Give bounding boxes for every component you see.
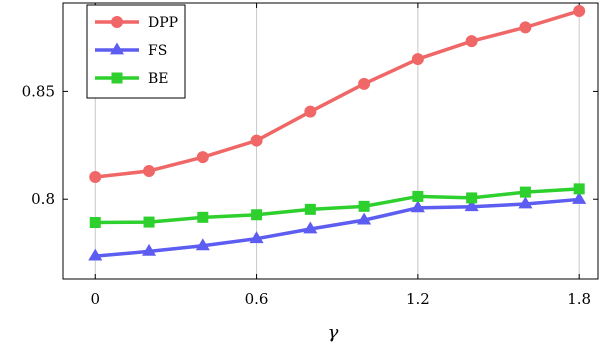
data-point-dpp xyxy=(411,53,424,66)
data-point-be xyxy=(412,190,424,202)
legend: DPP FS BE xyxy=(86,4,186,99)
data-point-fs xyxy=(195,238,210,251)
x-tick-labels: 0 0.6 1.2 1.8 xyxy=(90,290,591,308)
series-dpp xyxy=(89,4,586,184)
data-point-be xyxy=(304,203,316,215)
legend-label: BE xyxy=(148,71,169,87)
x-axis-title: γ xyxy=(328,322,339,343)
data-point-be xyxy=(251,209,263,221)
data-point-fs xyxy=(518,196,533,209)
legend-label: FS xyxy=(148,43,167,59)
data-point-dpp xyxy=(250,134,263,147)
data-point-dpp xyxy=(465,35,478,48)
legend-label: DPP xyxy=(148,15,178,31)
legend-entry-dpp: DPP xyxy=(95,15,178,31)
data-point-dpp xyxy=(89,171,102,184)
data-point-be xyxy=(466,192,478,204)
legend-entries: DPP FS BE xyxy=(95,15,178,87)
series-line-be xyxy=(95,187,580,225)
y-tick-label: 0.8 xyxy=(31,190,55,208)
data-point-fs xyxy=(249,231,264,244)
data-point-fs xyxy=(464,199,479,212)
data-point-fs xyxy=(357,212,372,225)
data-point-be xyxy=(358,200,370,212)
data-point-fs xyxy=(572,191,587,204)
data-point-dpp xyxy=(573,4,586,17)
y-tick-labels: 0.8 0.85 xyxy=(22,82,55,208)
data-point-dpp xyxy=(519,21,532,34)
series-be xyxy=(89,183,585,229)
data-point-fs xyxy=(410,200,425,213)
data-point-fs xyxy=(141,243,157,256)
legend-marker-fs xyxy=(109,42,125,55)
series-line-dpp xyxy=(95,9,580,179)
legend-marker-dpp xyxy=(111,16,123,28)
axis-ticks xyxy=(63,3,598,279)
data-point-dpp xyxy=(358,77,371,90)
data-point-dpp xyxy=(196,151,209,164)
data-point-dpp xyxy=(143,164,156,177)
x-tick-label: 1.8 xyxy=(567,290,591,308)
y-tick-label: 0.85 xyxy=(22,82,55,100)
x-tick-label: 0.6 xyxy=(245,290,269,308)
data-point-fs xyxy=(303,221,318,234)
plot-frame xyxy=(62,2,599,280)
data-point-be xyxy=(143,216,155,228)
data-point-dpp xyxy=(304,105,317,118)
x-tick-label: 0 xyxy=(90,290,100,308)
legend-entry-fs: FS xyxy=(95,42,167,59)
series-fs xyxy=(88,191,587,261)
data-point-be xyxy=(197,211,209,223)
series-line-fs xyxy=(95,197,580,258)
x-tick-label: 1.2 xyxy=(406,290,430,308)
data-point-be xyxy=(89,217,101,229)
data-point-fs xyxy=(88,248,103,261)
data-point-be xyxy=(519,186,531,198)
data-point-be xyxy=(573,183,585,195)
legend-marker-be xyxy=(111,72,123,84)
series-layer xyxy=(88,4,587,261)
legend-entry-be: BE xyxy=(95,71,169,87)
